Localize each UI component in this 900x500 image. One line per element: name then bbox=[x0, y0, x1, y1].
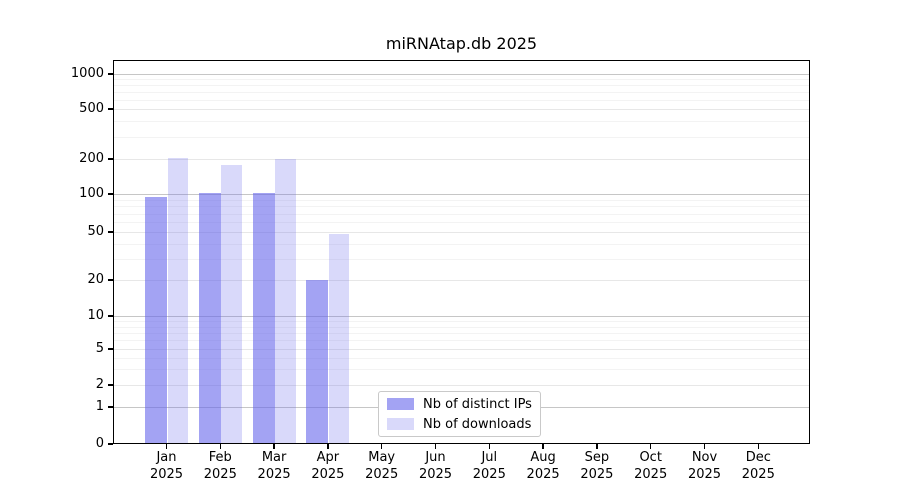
x-tick-mark bbox=[381, 444, 383, 449]
y-tick-mark bbox=[108, 158, 113, 160]
chart-title: miRNAtap.db 2025 bbox=[385, 34, 538, 53]
y-tick-mark bbox=[108, 231, 113, 233]
x-tick-label: Oct 2025 bbox=[634, 450, 668, 482]
y-tick-label: 20 bbox=[87, 272, 104, 287]
gridline-major bbox=[113, 74, 810, 75]
x-tick-label: Apr 2025 bbox=[311, 450, 345, 482]
y-tick-label: 200 bbox=[79, 151, 104, 166]
gridline-minor bbox=[113, 79, 810, 81]
y-tick-label: 5 bbox=[95, 341, 104, 356]
bar-nb-of-downloads bbox=[275, 159, 296, 444]
plot-area bbox=[108, 60, 810, 449]
x-tick-label: Jan 2025 bbox=[149, 450, 184, 482]
x-tick-label: May 2025 bbox=[365, 450, 399, 482]
y-tick-mark bbox=[108, 279, 113, 281]
y-tick-label: 2 bbox=[95, 377, 104, 392]
gridline-major bbox=[113, 109, 810, 110]
x-tick-label: Dec 2025 bbox=[741, 450, 775, 482]
x-tick-mark bbox=[273, 444, 275, 449]
gridline-major bbox=[113, 232, 810, 233]
y-tick-mark bbox=[108, 193, 113, 195]
gridline-minor bbox=[113, 369, 810, 371]
y-tick-label: 50 bbox=[87, 224, 104, 239]
y-tick-mark bbox=[108, 443, 113, 445]
x-tick-mark bbox=[219, 444, 221, 449]
gridline-minor bbox=[113, 340, 810, 342]
y-tick-mark bbox=[108, 348, 113, 350]
x-tick-mark bbox=[650, 444, 652, 449]
legend-swatch-distinct-ips bbox=[387, 398, 414, 410]
gridline-major bbox=[113, 385, 810, 386]
y-tick-label: 1 bbox=[95, 399, 104, 414]
bar-nb-of-distinct-ips bbox=[252, 192, 275, 444]
y-tick-mark bbox=[108, 108, 113, 110]
y-tick-label: 500 bbox=[79, 101, 104, 116]
x-tick-mark bbox=[542, 444, 544, 449]
x-tick-label: Jul 2025 bbox=[472, 450, 506, 482]
x-tick-mark bbox=[596, 444, 598, 449]
gridline-minor bbox=[113, 258, 810, 260]
legend-item: Nb of distinct IPs bbox=[387, 397, 540, 412]
legend-label: Nb of distinct IPs bbox=[423, 396, 532, 412]
y-tick-mark bbox=[108, 406, 113, 408]
legend: Nb of distinct IPs Nb of downloads bbox=[378, 391, 541, 437]
gridline-minor bbox=[113, 99, 810, 101]
gridline-minor bbox=[113, 357, 810, 359]
bar-nb-of-downloads bbox=[167, 157, 188, 444]
legend-label: Nb of downloads bbox=[423, 416, 532, 432]
x-tick-mark bbox=[327, 444, 329, 449]
bar-nb-of-distinct-ips bbox=[306, 280, 329, 444]
gridline-major bbox=[113, 159, 810, 160]
y-tick-label: 0 bbox=[95, 436, 104, 451]
gridline-minor bbox=[113, 85, 810, 87]
gridline-minor bbox=[113, 326, 810, 328]
y-tick-label: 10 bbox=[87, 308, 104, 323]
y-tick-label: 1000 bbox=[70, 66, 104, 81]
gridline-minor bbox=[113, 136, 810, 138]
gridline-major bbox=[113, 280, 810, 281]
y-tick-mark bbox=[108, 73, 113, 75]
gridline-minor bbox=[113, 321, 810, 323]
x-tick-label: Sep 2025 bbox=[580, 450, 614, 482]
legend-swatch-downloads bbox=[387, 418, 414, 430]
y-tick-label: 100 bbox=[79, 186, 104, 201]
gridline-minor bbox=[113, 213, 810, 215]
x-tick-label: Feb 2025 bbox=[203, 450, 237, 482]
gridline-major bbox=[113, 194, 810, 195]
x-tick-label: Nov 2025 bbox=[687, 450, 722, 482]
x-tick-label: Mar 2025 bbox=[257, 450, 291, 482]
x-tick-label: Aug 2025 bbox=[526, 450, 560, 482]
bar-nb-of-downloads bbox=[221, 165, 242, 444]
gridline-minor bbox=[113, 243, 810, 245]
gridline-minor bbox=[113, 121, 810, 123]
x-tick-mark bbox=[757, 444, 759, 449]
bar-nb-of-distinct-ips bbox=[145, 196, 167, 444]
x-tick-label: Jun 2025 bbox=[418, 450, 453, 482]
x-tick-mark bbox=[434, 444, 437, 449]
y-tick-mark bbox=[108, 384, 113, 386]
gridline-minor bbox=[113, 199, 810, 201]
gridline-minor bbox=[113, 92, 810, 93]
x-tick-mark bbox=[703, 444, 706, 449]
y-tick-mark bbox=[108, 315, 113, 317]
bar-nb-of-downloads bbox=[328, 234, 350, 444]
gridline-minor bbox=[113, 222, 810, 223]
gridline-minor bbox=[113, 206, 810, 208]
legend-item: Nb of downloads bbox=[387, 417, 540, 432]
x-tick-mark bbox=[165, 444, 168, 449]
gridline-major bbox=[113, 316, 810, 317]
gridline-minor bbox=[113, 332, 810, 334]
x-tick-mark bbox=[488, 444, 490, 449]
bar-nb-of-distinct-ips bbox=[198, 193, 221, 444]
gridline-major bbox=[113, 349, 810, 350]
